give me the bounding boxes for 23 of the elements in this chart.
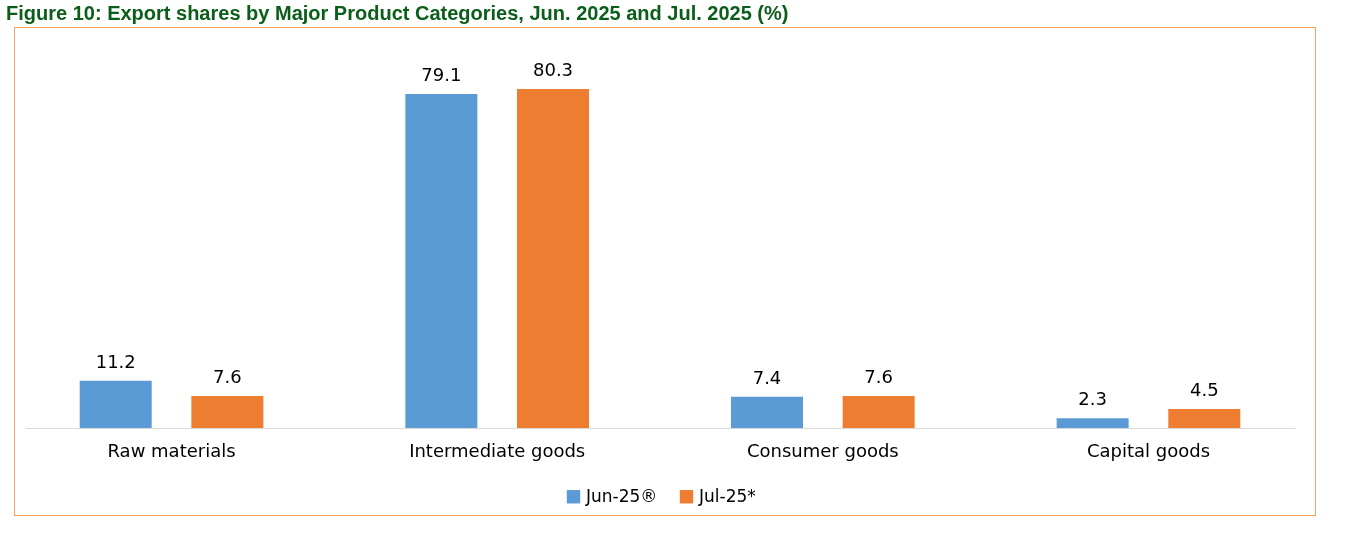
bar [731,396,803,428]
bar [842,395,915,428]
x-tick-label: Intermediate goods [409,439,586,461]
x-tick-label: Capital goods [1086,439,1211,461]
bar [1056,418,1129,428]
legend-label: Jun-25® [585,485,658,506]
chart-title: Figure 10: Export shares by Major Product Categories, Jun. 2025 and Jul. 2025 (%) [5,1,790,26]
bar [191,395,264,428]
bar [517,88,589,428]
data-label: 2.3 [1078,388,1107,410]
bar [79,380,152,428]
data-label: 79.1 [421,64,462,86]
data-label: 4.5 [1189,379,1219,400]
data-label: 7.6 [864,365,893,387]
x-tick-label: Raw materials [107,439,236,461]
data-label: 80.3 [532,58,574,80]
x-tick-label: Consumer goods [746,439,899,461]
data-label: 7.4 [752,366,782,388]
data-label: 11.2 [95,350,136,372]
data-label: 7.6 [213,365,242,387]
bar [1168,409,1241,428]
bar [405,94,478,428]
legend-label: Jul-25* [698,485,756,506]
